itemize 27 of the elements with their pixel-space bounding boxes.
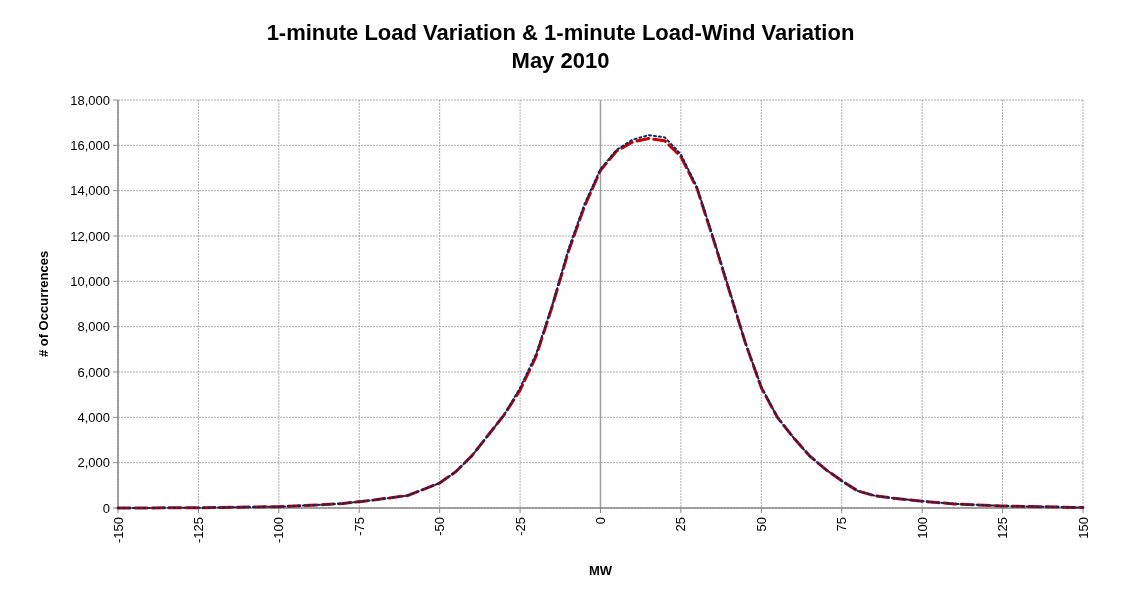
x-tick-label: 100 [914,517,930,539]
chart-subtitle: May 2010 [511,48,610,73]
x-tick-label: -125 [190,517,206,544]
x-tick-label: -75 [351,517,367,536]
y-tick-label: 16,000 [70,137,110,153]
y-tick-label: 14,000 [70,183,110,199]
x-tick-label: 25 [673,517,689,532]
y-tick-label: 4,000 [77,409,110,425]
chart-title: 1-minute Load Variation & 1-minute Load-Wind Variation [266,20,855,45]
y-tick-label: 18,000 [70,92,110,108]
x-tick-label: -150 [110,517,126,544]
x-tick-label: 50 [753,517,769,532]
y-tick-label: 12,000 [70,228,110,244]
x-tick-label: -100 [271,517,287,544]
y-tick-label: 2,000 [77,455,110,471]
x-tick-label: 0 [593,517,609,525]
x-tick-label: 150 [1075,517,1091,539]
y-tick-label: 6,000 [77,364,110,380]
y-tick-label: 0 [102,500,110,516]
y-axis-title: # of Occurrences [36,250,51,358]
x-tick-label: 125 [995,517,1011,539]
y-tick-label: 10,000 [70,273,110,289]
x-tick-label: 75 [834,517,850,532]
x-tick-label: -25 [512,517,528,536]
x-tick-label: -50 [432,517,448,536]
y-tick-label: 8,000 [77,319,110,335]
x-axis-title: MW [588,563,613,578]
